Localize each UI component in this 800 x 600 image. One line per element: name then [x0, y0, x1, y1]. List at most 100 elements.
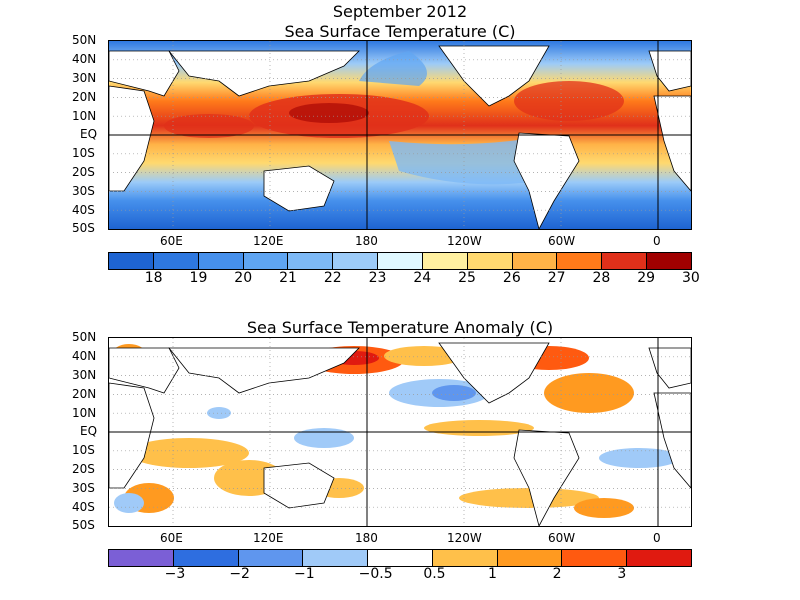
sst-colorbar-segment: [646, 253, 691, 269]
sst-lat-label: 40N: [72, 52, 97, 66]
sst-colorbar-segment: [197, 253, 243, 269]
sst-colorbar-segment: [511, 253, 557, 269]
anomaly-cool-ne-pacific-core: [432, 385, 476, 401]
sst-colorbar-label: 30: [682, 270, 700, 286]
anomaly-colorbar-label: 3: [617, 566, 627, 582]
anomaly-lat-label: EQ: [80, 424, 98, 438]
land-africa: [109, 382, 155, 489]
anomaly-warm-equatorial-pacific: [424, 420, 534, 436]
anomaly-colorbar-segment: [431, 550, 497, 566]
sst-lat-label: 10S: [72, 146, 95, 160]
sst-colorbar-label: 19: [189, 270, 208, 286]
anomaly-colorbar-segment: [109, 550, 173, 566]
anomaly-colorbar-segment: [496, 550, 562, 566]
anomaly-cool-south-atlantic: [599, 448, 679, 468]
sst-colorbar-label: 29: [637, 270, 656, 286]
sst-colorbar-label: 18: [144, 270, 163, 286]
anomaly-colorbar-label: −3: [164, 566, 186, 582]
sst-lat-label: 30N: [72, 71, 97, 85]
sst-colorbar-segment: [287, 253, 333, 269]
anomaly-warm-south-pacific: [459, 488, 599, 508]
anomaly-colorbar-segment: [626, 550, 692, 566]
sst-lat-label: 20N: [72, 90, 97, 104]
land-africa-east-edge: [653, 392, 691, 489]
anomaly-lat-label: 10S: [72, 443, 95, 457]
sst-colorbar-label: 27: [547, 270, 566, 286]
anomaly-colorbar-label: −2: [229, 566, 250, 582]
sst-lat-label: 10N: [72, 109, 97, 123]
anomaly-panel-title: Sea Surface Temperature Anomaly (C): [246, 318, 554, 337]
anomaly-warm-north-pacific: [384, 346, 464, 366]
sst-map: [108, 40, 692, 230]
land-africa: [109, 85, 155, 192]
anomaly-lon-label: 120E: [253, 531, 284, 545]
land-europe: [648, 347, 691, 389]
sst-lon-label: 120W: [447, 234, 482, 248]
sst-colorbar-label: 26: [502, 270, 521, 286]
sst-colorbar-segment: [556, 253, 602, 269]
anomaly-colorbar-segment: [367, 550, 432, 566]
anomaly-map: [108, 337, 692, 527]
sst-colorbar-segment: [332, 253, 378, 269]
anomaly-lat-label: 40N: [72, 349, 97, 363]
main-title: September 2012: [332, 2, 468, 21]
sst-colorbar-segment: [466, 253, 512, 269]
anomaly-lon-label: 180: [355, 531, 378, 545]
anomaly-colorbar-label: −0.5: [358, 566, 393, 582]
anomaly-lat-label: 30N: [72, 368, 97, 382]
sst-lat-label: 40S: [72, 203, 95, 217]
sst-colorbar-label: 28: [592, 270, 611, 286]
anomaly-cool-bay-of-bengal: [207, 407, 231, 419]
land-europe: [648, 50, 691, 92]
anomaly-continents: [109, 342, 691, 526]
anomaly-lat-label: 40S: [72, 500, 95, 514]
sst-colorbar-label: 22: [323, 270, 342, 286]
anomaly-lat-label: 30S: [72, 481, 95, 495]
sst-lon-label: 120E: [253, 234, 284, 248]
land-eurasia-west: [109, 347, 180, 394]
sst-colorbar-label: 20: [234, 270, 253, 286]
warm-pool-atlantic: [514, 81, 624, 121]
sst-colorbar-label: 24: [413, 270, 432, 286]
anomaly-lat-label: 50S: [72, 518, 95, 532]
anomaly-colorbar-segment: [302, 550, 368, 566]
sst-lat-label: 50N: [72, 33, 97, 47]
anomaly-warm-north-atlantic: [544, 373, 634, 413]
sst-lat-label: 20S: [72, 165, 95, 179]
sst-lat-label: 30S: [72, 184, 95, 198]
anomaly-colorbar-segment: [172, 550, 238, 566]
sst-lon-label: 180: [355, 234, 378, 248]
land-africa-east-edge: [653, 95, 691, 192]
anomaly-lon-label: 120W: [447, 531, 482, 545]
anomaly-colorbar-label: 0.5: [423, 566, 446, 582]
anomaly-colorbar-segment: [561, 550, 627, 566]
sst-lon-label: 0: [653, 234, 661, 248]
land-eurasia-west: [109, 50, 180, 97]
anomaly-colorbar-segment: [237, 550, 303, 566]
anomaly-lon-label: 60E: [160, 531, 183, 545]
anomaly-cool-south-africa: [114, 493, 144, 513]
anomaly-warm-indian-ocean: [129, 438, 249, 468]
sst-colorbar-segment: [152, 253, 198, 269]
anomaly-gridlines: [109, 338, 691, 526]
land-asia: [168, 347, 360, 394]
sst-colorbar-segment: [109, 253, 153, 269]
anomaly-colorbar-label: −1: [294, 566, 315, 582]
sst-colorbar-segment: [377, 253, 422, 269]
anomaly-lat-label: 20S: [72, 462, 95, 476]
anomaly-lat-label: 10N: [72, 406, 97, 420]
anomaly-lon-label: 0: [653, 531, 661, 545]
sst-lat-label: EQ: [80, 127, 98, 141]
sst-colorbar-segment: [242, 253, 288, 269]
anomaly-cool-maritime-continent: [294, 428, 354, 448]
sst-map-svg: [109, 41, 691, 229]
sst-colorbar-segment: [421, 253, 467, 269]
land-asia: [168, 50, 360, 97]
anomaly-lat-label: 50N: [72, 330, 97, 344]
anomaly-colorbar: [108, 549, 692, 567]
sst-colorbar-label: 25: [458, 270, 476, 286]
anomaly-colorbar-label: 1: [488, 566, 497, 582]
sst-colorbar-label: 21: [279, 270, 297, 286]
anomaly-map-svg: [109, 338, 691, 526]
anomaly-lat-label: 20N: [72, 387, 97, 401]
